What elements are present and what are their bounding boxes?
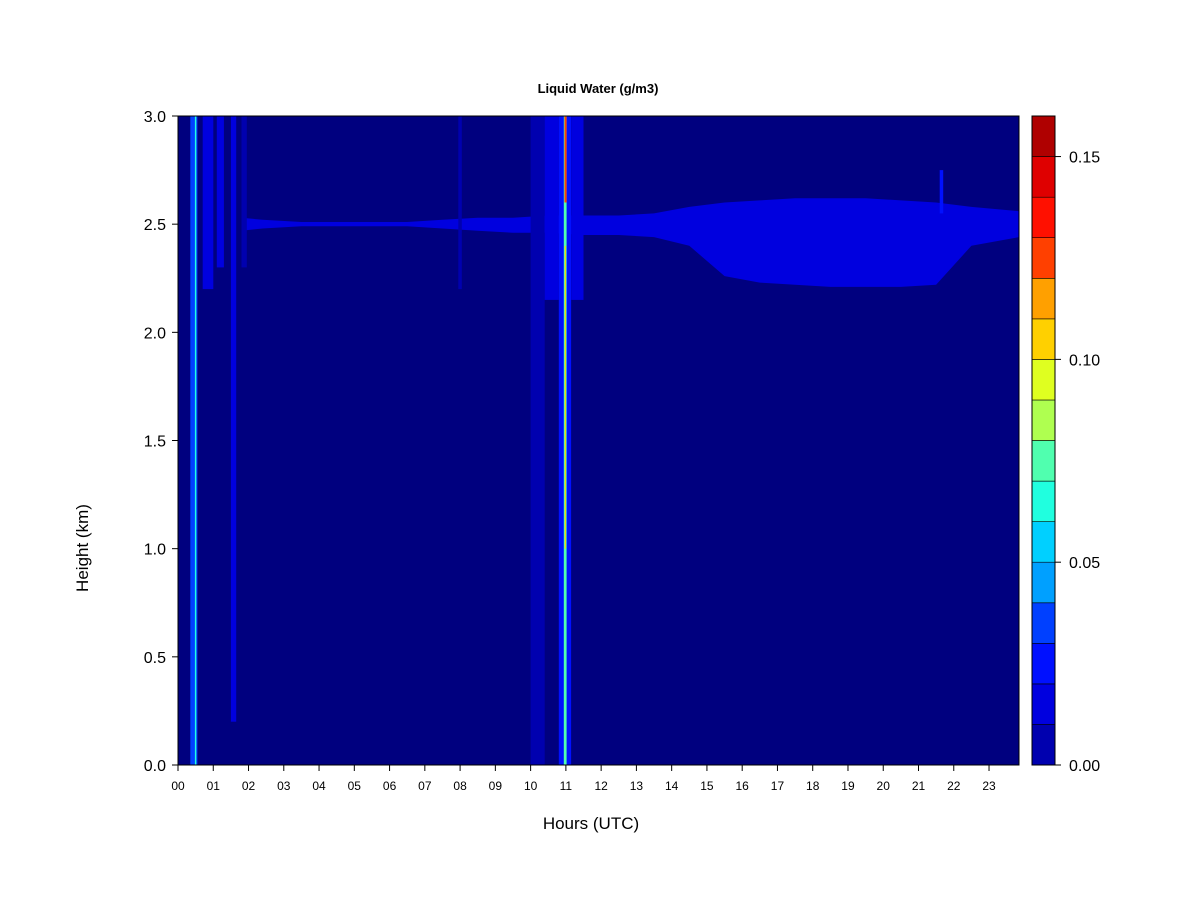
y-axis-label: Height (km) [73, 504, 92, 592]
x-tick-label: 01 [207, 779, 221, 793]
colorbar-swatch [1031, 318, 1056, 360]
y-tick-label: 1.5 [144, 434, 166, 451]
y-tick-label: 1.0 [144, 542, 166, 559]
x-tick-label: 14 [665, 779, 679, 793]
colorbar-tick-label: 0.05 [1069, 555, 1100, 572]
colorbar-swatch [1031, 642, 1056, 685]
chart-title: Liquid Water (g/m3) [538, 81, 659, 96]
y-tick-label: 0.5 [144, 650, 166, 667]
heatmap-feature-column-13 [564, 116, 567, 203]
x-tick-label: 03 [277, 779, 291, 793]
heatmap-features [190, 116, 1019, 765]
y-tick-label: 2.0 [144, 325, 166, 342]
y-tick-label: 3.0 [144, 109, 166, 126]
colorbar-swatch [1031, 399, 1056, 441]
heatmap-feature-column-14 [571, 116, 584, 300]
x-tick-label: 12 [594, 779, 608, 793]
x-tick-label: 17 [771, 779, 785, 793]
colorbar-swatch [1031, 237, 1056, 279]
x-tick-label: 18 [806, 779, 820, 793]
x-tick-label: 06 [383, 779, 397, 793]
heatmap-feature-column-4 [216, 116, 224, 268]
x-tick-label: 15 [700, 779, 714, 793]
colorbar-tick-label: 0.10 [1069, 352, 1100, 369]
x-tick-label: 16 [736, 779, 750, 793]
colorbar-swatch [1031, 156, 1056, 198]
colorbar-swatch [1031, 440, 1056, 482]
x-tick-label: 02 [242, 779, 256, 793]
y-axis: 0.0 0.5 1.0 1.5 2.0 2.5 3.0 [144, 109, 178, 775]
colorbar-tick-label: 0.15 [1069, 150, 1100, 167]
colorbar-frame [1031, 115, 1056, 766]
x-tick-label: 07 [418, 779, 432, 793]
x-tick-label: 08 [453, 779, 467, 793]
heatmap-feature-column-8 [530, 116, 545, 765]
heatmap-feature-column-6 [241, 116, 247, 268]
x-tick-label: 22 [947, 779, 961, 793]
x-tick-label: 20 [877, 779, 891, 793]
heatmap-feature-column-5 [230, 116, 237, 722]
colorbar-swatch [1031, 196, 1056, 239]
x-tick-label: 04 [312, 779, 326, 793]
colorbar: 0.00 0.05 0.10 0.15 [1031, 115, 1100, 775]
heatmap-feature-column-7 [458, 116, 462, 290]
x-tick-label: 11 [560, 779, 573, 793]
heatmap-feature-column-3 [202, 116, 214, 290]
x-axis-label: Hours (UTC) [543, 814, 639, 833]
heatmap-feature-column-9 [544, 116, 559, 300]
colorbar-swatch [1031, 277, 1056, 320]
x-tick-label: 10 [524, 779, 538, 793]
colorbar-swatch [1031, 359, 1056, 401]
heatmap-feature-column-15 [939, 170, 944, 214]
heatmap-feature-column-12 [564, 245, 566, 549]
colorbar-swatch [1031, 521, 1056, 563]
x-tick-label: 09 [489, 779, 503, 793]
colorbar-swatch [1031, 115, 1056, 157]
heatmap-feature-column-1 [190, 116, 198, 765]
x-tick-label: 19 [841, 779, 855, 793]
x-tick-label: 21 [912, 779, 926, 793]
colorbar-swatch [1031, 480, 1056, 523]
x-axis: 00 01 02 03 04 05 06 07 08 09 10 11 12 13 14 15 16 17 18 19… [171, 765, 996, 793]
y-tick-label: 2.5 [144, 217, 166, 234]
x-tick-label: 23 [982, 779, 996, 793]
colorbar-tick-label: 0.00 [1069, 758, 1100, 775]
heatmap-feature-column-2 [194, 116, 197, 765]
colorbar-swatch [1031, 683, 1056, 725]
y-tick-label: 0.0 [144, 758, 166, 775]
x-tick-label: 05 [348, 779, 362, 793]
colorbar-swatch [1031, 561, 1056, 604]
heatmap-feature-cloud-layer [241, 198, 1019, 287]
x-tick-label: 00 [171, 779, 185, 793]
plot-area [177, 115, 1020, 766]
x-tick-label: 13 [630, 779, 644, 793]
colorbar-swatch [1031, 724, 1056, 766]
colorbar-swatch [1031, 602, 1056, 644]
